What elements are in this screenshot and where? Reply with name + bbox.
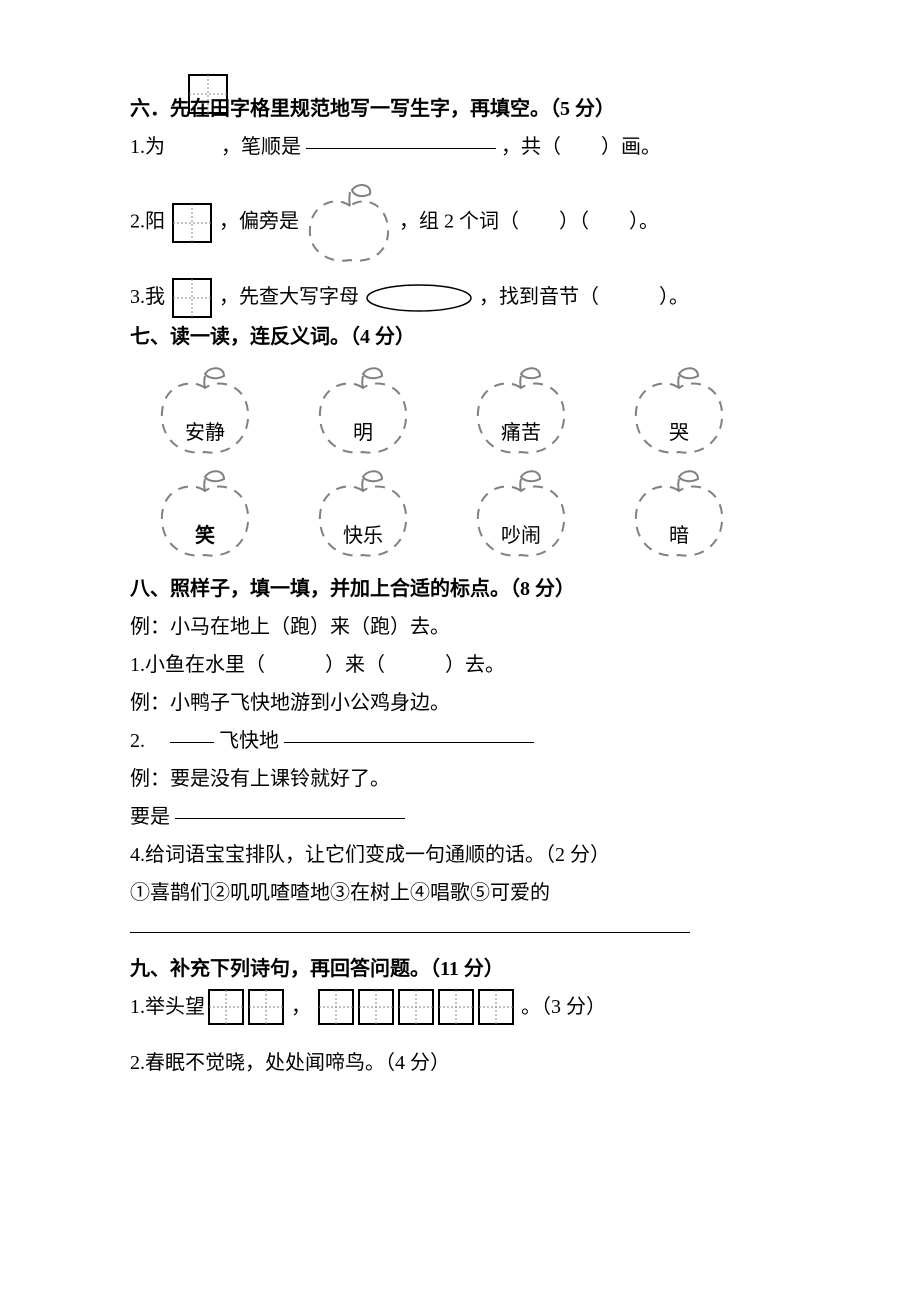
s6-q1-c: ，共（ ）画。	[501, 136, 661, 158]
s9-q2: 2.春眠不觉晓，处处闻啼鸟。（4 分）	[130, 1044, 790, 1082]
apple-label: 快乐	[308, 517, 418, 555]
tianzige-icon[interactable]	[172, 203, 212, 243]
tianzige-icon[interactable]	[318, 989, 354, 1025]
worksheet-page: 六．先在田字格里规范地写一写生字，再填空。（5 分） 1.为 ，笔顺是 ，共（ …	[0, 0, 920, 1302]
tianzige-icon[interactable]	[358, 989, 394, 1025]
s6-q2-b: ，偏旁是	[219, 211, 299, 233]
s6-q3-c: ，找到音节（ ）。	[479, 286, 689, 308]
s8-q4: 4.给词语宝宝排队，让它们变成一句通顺的话。（2 分）	[130, 836, 790, 874]
apple-item[interactable]: 痛苦	[466, 364, 576, 459]
apple-item[interactable]: 哭	[624, 364, 734, 459]
apple-item[interactable]: 安静	[150, 364, 260, 459]
antonym-row-1: 安静 明 痛苦 哭	[150, 364, 790, 459]
s8-q3-a: 要是	[130, 806, 170, 828]
s8-q3: 要是	[130, 798, 790, 836]
apple-icon[interactable]	[304, 184, 394, 262]
apple-label: 笑	[150, 517, 260, 555]
s6-q2-a: 2.阳	[130, 211, 165, 233]
blank-line[interactable]	[284, 742, 534, 743]
antonym-row-2: 笑 快乐 吵闹 暗	[150, 467, 790, 562]
oval-blank-icon[interactable]	[364, 283, 474, 313]
apple-label: 明	[308, 414, 418, 452]
s8-ex2: 例：小鸭子飞快地游到小公鸡身边。	[130, 684, 790, 722]
blank-line[interactable]	[170, 742, 214, 743]
s9-q1: 1.举头望 ， 。（3 分）	[130, 988, 790, 1026]
apple-item[interactable]: 吵闹	[466, 467, 576, 562]
apple-label: 暗	[624, 517, 734, 555]
s6-q2-c: ，组 2 个词（ ）（ ）。	[399, 211, 659, 233]
section-9-heading: 九、补充下列诗句，再回答问题。（11 分）	[130, 950, 790, 988]
tianzige-icon[interactable]	[478, 989, 514, 1025]
s9-q1-end: 。（3 分）	[521, 988, 606, 1026]
apple-item[interactable]: 暗	[624, 467, 734, 562]
apple-label: 痛苦	[466, 414, 576, 452]
apple-item[interactable]: 快乐	[308, 467, 418, 562]
s6-q3: 3.我 ，先查大写字母 ，找到音节（ ）。	[130, 278, 790, 318]
s8-ex1: 例：小马在地上（跑）来（跑）去。	[130, 608, 790, 646]
s9-q1-mid: ，	[291, 988, 311, 1026]
tianzige-icon[interactable]	[438, 989, 474, 1025]
apple-label: 安静	[150, 414, 260, 452]
s8-q1: 1.小鱼在水里（ ）来（ ）去。	[130, 646, 790, 684]
s6-q1: 1.为 ，笔顺是 ，共（ ）画。	[130, 128, 790, 166]
s8-q2: 2. 飞快地	[130, 722, 790, 760]
tianzige-icon[interactable]	[208, 989, 244, 1025]
section-8-heading: 八、照样子，填一填，并加上合适的标点。（8 分）	[130, 570, 790, 608]
s9-q1-a: 1.举头望	[130, 988, 205, 1026]
tianzige-icon[interactable]	[172, 278, 212, 318]
tianzige-icon	[188, 74, 228, 114]
s6-q3-b: ，先查大写字母	[219, 286, 359, 308]
s8-q2-b: 飞快地	[219, 730, 279, 752]
apple-item[interactable]: 笑	[150, 467, 260, 562]
section-7-heading: 七、读一读，连反义词。（4 分）	[130, 318, 790, 356]
s8-ex3: 例：要是没有上课铃就好了。	[130, 760, 790, 798]
s8-q4-opts: ①喜鹊们②叽叽喳喳地③在树上④唱歌⑤可爱的	[130, 874, 790, 912]
s8-q4-blank	[130, 912, 790, 950]
s6-q3-a: 3.我	[130, 286, 165, 308]
s8-q2-a: 2.	[130, 730, 165, 752]
tianzige-icon[interactable]	[248, 989, 284, 1025]
s6-q1-b: ，笔顺是	[221, 136, 301, 158]
s6-q1-a: 1.为	[130, 136, 165, 158]
blank-line[interactable]	[306, 148, 496, 149]
section-6-heading: 六．先在田字格里规范地写一写生字，再填空。（5 分）	[130, 90, 790, 128]
blank-line[interactable]	[130, 932, 690, 933]
tianzige-icon[interactable]	[398, 989, 434, 1025]
blank-line[interactable]	[175, 818, 405, 819]
apple-label: 哭	[624, 414, 734, 452]
apple-item[interactable]: 明	[308, 364, 418, 459]
s6-q2: 2.阳 ，偏旁是 ，组 2 个词（ ）（ ）。	[130, 184, 790, 262]
apple-label: 吵闹	[466, 517, 576, 555]
